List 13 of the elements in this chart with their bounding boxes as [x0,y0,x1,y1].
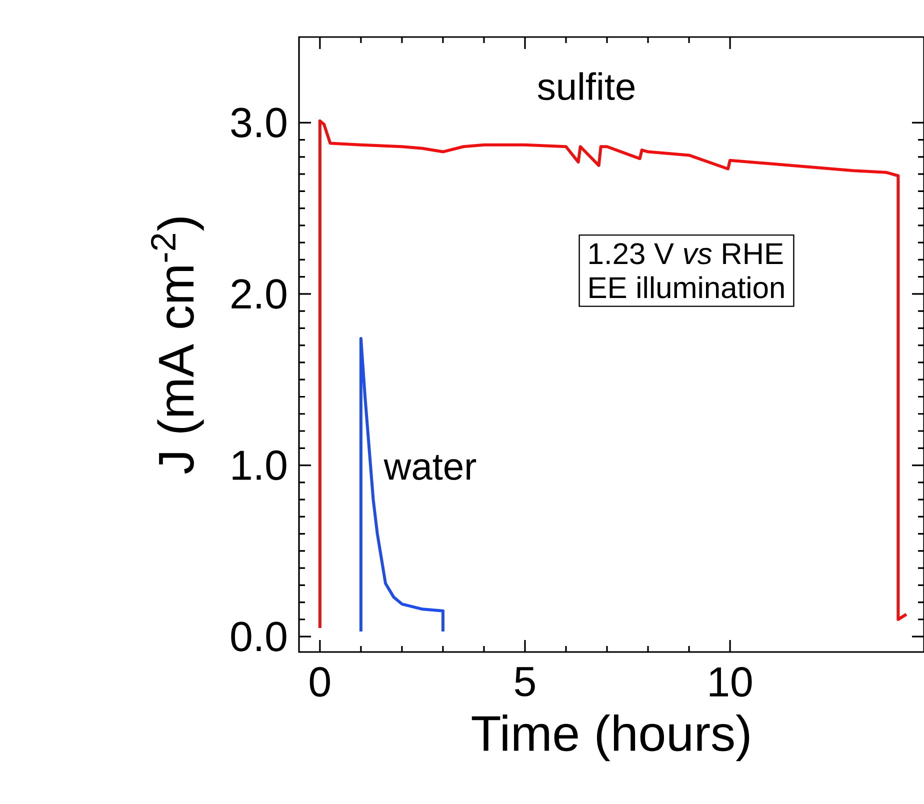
x-tick-label: 10 [710,667,752,697]
annotation: EE illumination [590,276,784,298]
y-tick-label: 2.0 [232,279,286,309]
series-label: water [384,455,476,480]
y-tick-label: 3.0 [231,108,286,138]
series-label: sulfite [538,72,634,100]
annotation: 1.23 V vs RHE [590,243,783,264]
x-axis-title: Time (hours) [472,714,750,762]
y-tick-label: 0.0 [231,622,286,652]
x-tick-label: 0 [310,667,330,697]
y-tick-label: 1.0 [232,450,286,480]
y-axis-title: J (mA cm$^{-2}$) [150,218,204,474]
x-tick-label: 5 [514,667,535,696]
